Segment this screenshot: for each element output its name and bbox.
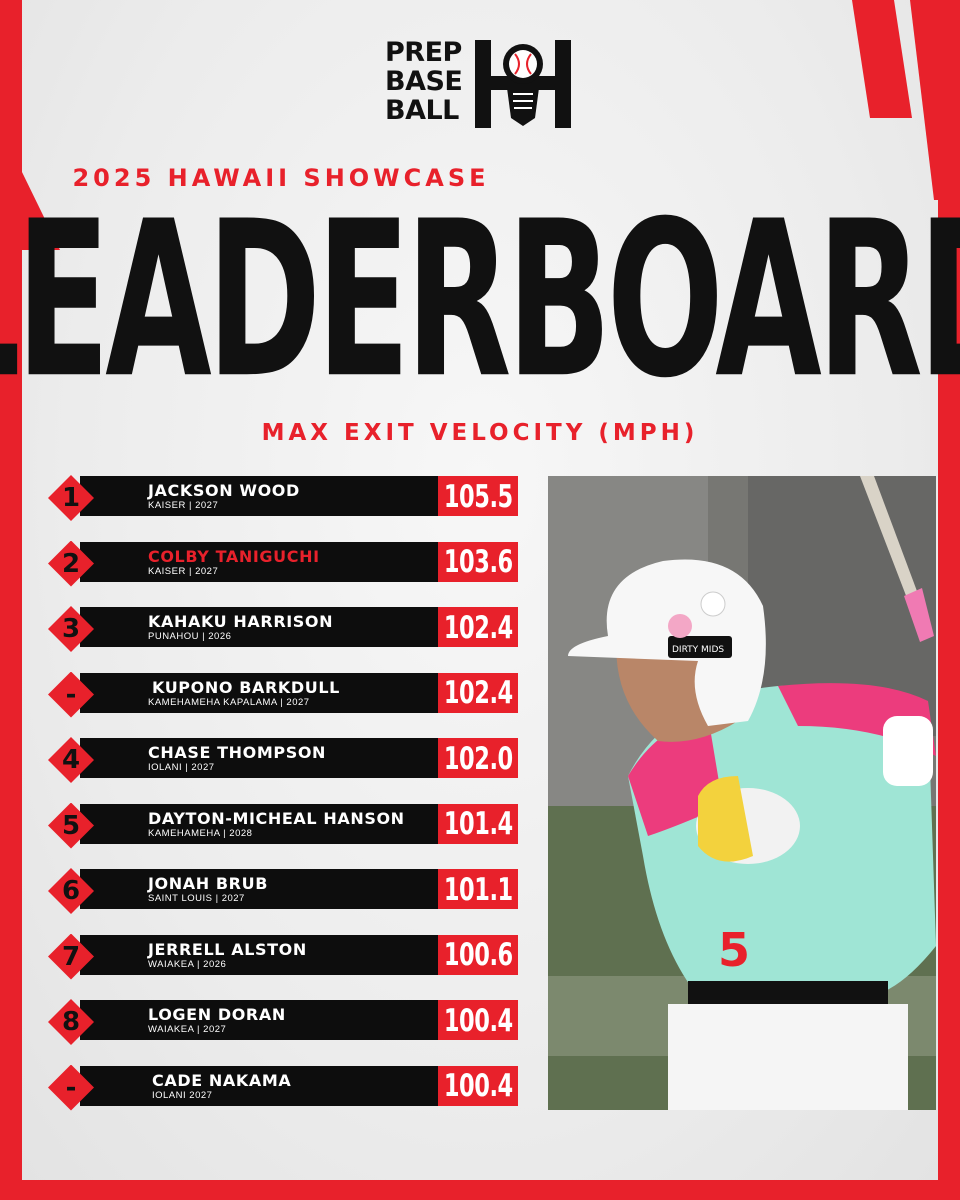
velocity-box: 102.4 bbox=[438, 672, 518, 713]
velocity-value: 103.6 bbox=[443, 543, 513, 580]
row-bar: JERRELL ALSTON WAIAKEA | 2026 bbox=[80, 934, 438, 975]
velocity-value: 100.4 bbox=[443, 1001, 513, 1039]
leaderboard-row: CADE NAKAMA IOLANI 2027 - 100.4 bbox=[48, 1064, 518, 1111]
player-name: KAHAKU HARRISON bbox=[148, 612, 334, 631]
rank-number: - bbox=[65, 679, 77, 710]
rank-number: 7 bbox=[61, 941, 81, 972]
leaderboard-row: KAHAKU HARRISON PUNAHOU | 2026 3 102.4 bbox=[48, 606, 518, 652]
rank-number: 1 bbox=[61, 483, 81, 513]
player-school: KAISER | 2027 bbox=[148, 500, 219, 511]
leaderboard-row: LOGEN DORAN WAIAKEA | 2027 8 100.4 bbox=[48, 999, 518, 1045]
leaderboard-row: JERRELL ALSTON WAIAKEA | 2026 7 100.6 bbox=[48, 933, 518, 980]
headline: LEADERBOARD bbox=[0, 175, 960, 426]
leaderboard-row: DAYTON-MICHEAL HANSON KAMEHAMEHA | 2028 … bbox=[48, 802, 518, 849]
player-school: WAIAKEA | 2027 bbox=[148, 1024, 227, 1035]
helmet-sticker-text: DIRTY MIDS bbox=[672, 645, 724, 655]
top-right-slash-2 bbox=[910, 0, 950, 200]
player-name: DAYTON-MICHEAL HANSON bbox=[148, 808, 405, 828]
batter-illustration: 5 DIRTY MIDS bbox=[548, 476, 936, 1110]
player-name: CADE NAKAMA bbox=[152, 1070, 292, 1090]
player-name: KUPONO BARKDULL bbox=[152, 677, 340, 697]
velocity-box: 100.4 bbox=[438, 1065, 518, 1106]
leaderboard-row: COLBY TANIGUCHI KAISER | 2027 2 103.6 bbox=[48, 540, 518, 587]
velocity-box: 100.6 bbox=[438, 934, 518, 975]
row-bar: LOGEN DORAN WAIAKEA | 2027 bbox=[80, 1000, 438, 1040]
velocity-value: 100.6 bbox=[443, 936, 513, 973]
velocity-box: 101.4 bbox=[438, 803, 518, 844]
rank-number: 8 bbox=[61, 1007, 81, 1037]
player-school: SAINT LOUIS | 2027 bbox=[148, 893, 245, 904]
player-school: KAMEHAMEHA | 2028 bbox=[148, 827, 253, 839]
velocity-box: 102.0 bbox=[438, 738, 518, 778]
row-bar: JONAH BRUB SAINT LOUIS | 2027 bbox=[80, 869, 438, 909]
row-bar: CHASE THOMPSON IOLANI | 2027 bbox=[80, 738, 438, 778]
jersey-number-text: 5 bbox=[718, 923, 750, 977]
logo-wordmark: PREP BASE BALL bbox=[385, 38, 467, 125]
top-right-slash-1 bbox=[852, 0, 912, 118]
velocity-value: 101.1 bbox=[443, 870, 513, 908]
player-name: JERRELL ALSTON bbox=[148, 939, 307, 959]
row-bar: DAYTON-MICHEAL HANSON KAMEHAMEHA | 2028 bbox=[80, 803, 438, 844]
player-school: IOLANI | 2027 bbox=[148, 762, 215, 773]
velocity-value: 102.0 bbox=[443, 739, 513, 777]
player-school: KAISER | 2027 bbox=[148, 565, 219, 577]
player-photo: 5 DIRTY MIDS bbox=[548, 476, 936, 1110]
leaderboard-row: JACKSON WOOD KAISER | 2027 1 105.5 bbox=[48, 475, 518, 521]
leaderboard-row: KUPONO BARKDULL KAMEHAMEHA KAPALAMA | 20… bbox=[48, 671, 518, 718]
bottom-edge-stripe bbox=[0, 1180, 960, 1200]
velocity-value: 100.4 bbox=[443, 1067, 513, 1104]
velocity-box: 100.4 bbox=[438, 1000, 518, 1040]
leaderboard-row: CHASE THOMPSON IOLANI | 2027 4 102.0 bbox=[48, 737, 518, 783]
rank-number: 5 bbox=[61, 810, 81, 841]
velocity-value: 102.4 bbox=[443, 674, 513, 711]
leaderboard-row: JONAH BRUB SAINT LOUIS | 2027 6 101.1 bbox=[48, 868, 518, 914]
player-school: PUNAHOU | 2026 bbox=[148, 631, 232, 642]
hawaii-logo-mark-icon bbox=[475, 40, 571, 128]
player-school: WAIAKEA | 2026 bbox=[148, 958, 227, 970]
logo-line-prep: PREP bbox=[385, 37, 462, 68]
headline-text: LEADERBOARD bbox=[0, 174, 960, 426]
rank-number: 6 bbox=[61, 876, 81, 906]
right-edge-stripe bbox=[938, 0, 960, 1200]
velocity-value: 101.4 bbox=[443, 805, 513, 842]
player-name: COLBY TANIGUCHI bbox=[148, 546, 320, 566]
batting-glove-icon bbox=[883, 716, 933, 786]
logo-line-base: BASE bbox=[385, 66, 463, 97]
left-edge-stripe bbox=[0, 0, 22, 1200]
player-name: CHASE THOMPSON bbox=[148, 743, 327, 762]
velocity-value: 105.5 bbox=[443, 477, 513, 515]
row-bar: KAHAKU HARRISON PUNAHOU | 2026 bbox=[80, 607, 438, 647]
row-bar: COLBY TANIGUCHI KAISER | 2027 bbox=[80, 541, 438, 582]
row-bar: CADE NAKAMA IOLANI 2027 bbox=[80, 1065, 438, 1106]
velocity-box: 101.1 bbox=[438, 869, 518, 909]
player-school: KAMEHAMEHA KAPALAMA | 2027 bbox=[148, 696, 310, 708]
rank-number: 3 bbox=[61, 614, 81, 644]
velocity-box: 102.4 bbox=[438, 607, 518, 647]
row-bar: JACKSON WOOD KAISER | 2027 bbox=[80, 476, 438, 516]
row-bar: KUPONO BARKDULL KAMEHAMEHA KAPALAMA | 20… bbox=[80, 672, 438, 713]
logo-line-ball: BALL bbox=[385, 95, 459, 126]
stat-subtitle: MAX EXIT VELOCITY (MPH) bbox=[261, 420, 699, 446]
velocity-value: 102.4 bbox=[443, 608, 513, 646]
velocity-box: 103.6 bbox=[438, 541, 518, 582]
player-school: IOLANI 2027 bbox=[152, 1089, 213, 1101]
velocity-box: 105.5 bbox=[438, 476, 518, 516]
event-title: 2025 HAWAII SHOWCASE bbox=[72, 164, 490, 192]
rank-number: 4 bbox=[61, 745, 81, 775]
player-name: JACKSON WOOD bbox=[148, 481, 300, 500]
player-name: JONAH BRUB bbox=[148, 874, 268, 893]
rank-number: - bbox=[65, 1072, 77, 1103]
rank-number: 2 bbox=[61, 548, 81, 579]
player-name: LOGEN DORAN bbox=[148, 1005, 286, 1024]
prep-baseball-logo: PREP BASE BALL bbox=[385, 38, 575, 130]
bat-icon bbox=[860, 476, 934, 642]
